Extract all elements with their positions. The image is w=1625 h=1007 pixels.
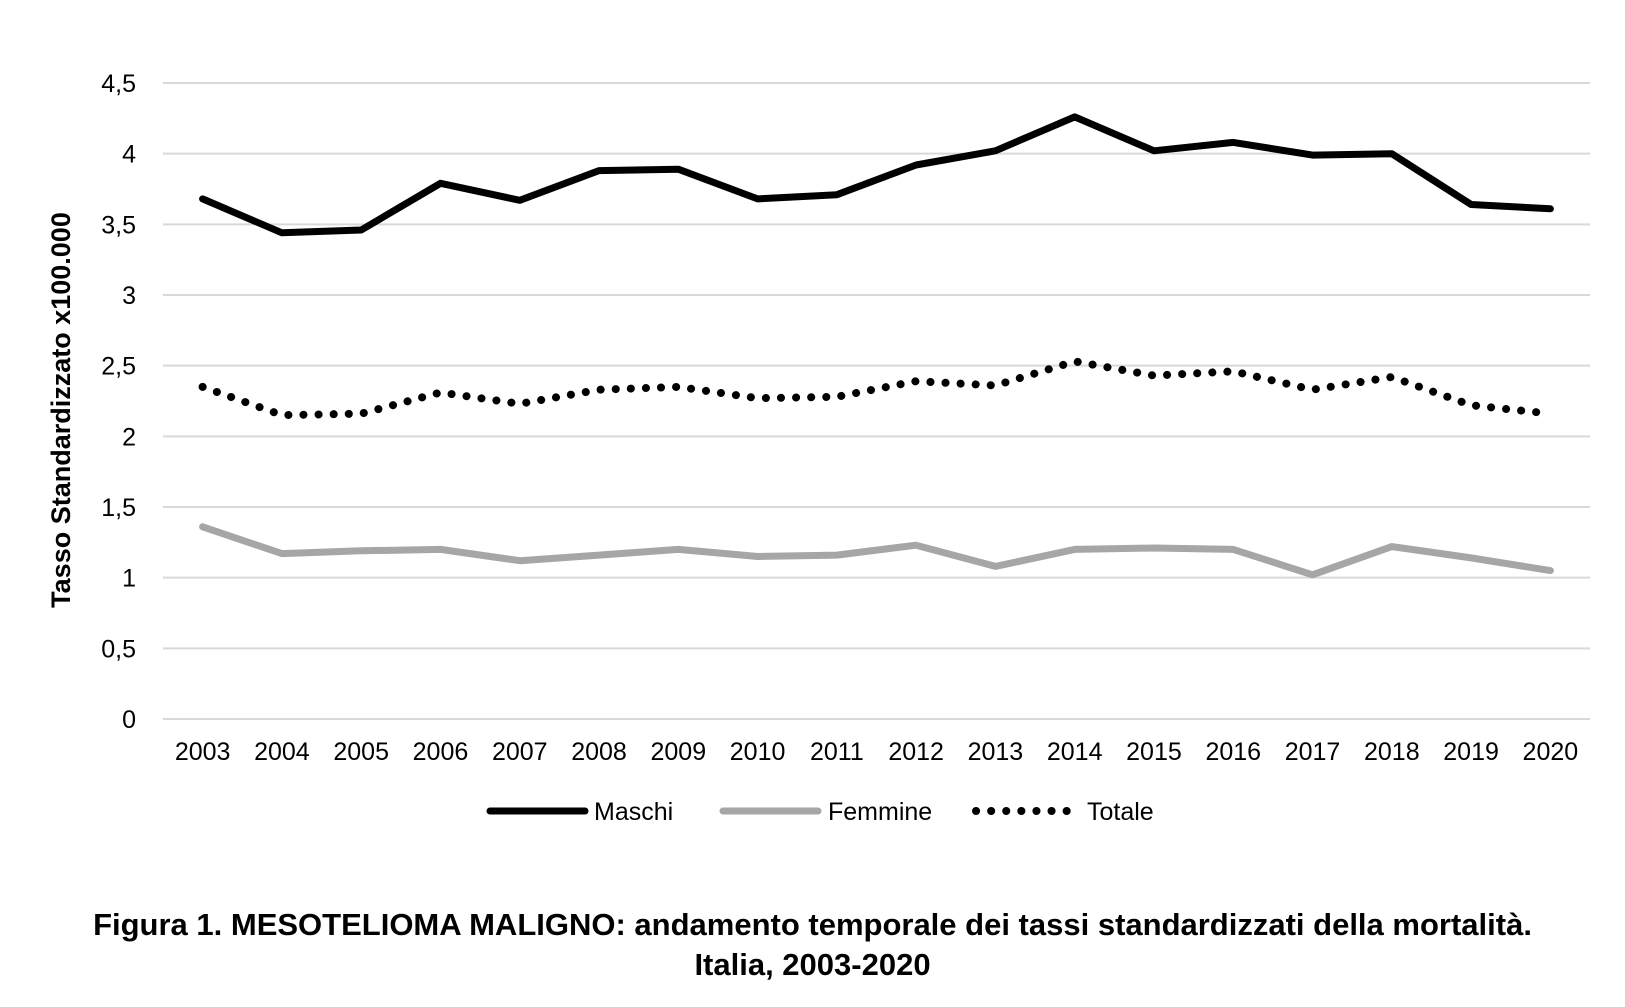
y-tick-label: 3 [122, 282, 136, 310]
x-tick-label: 2020 [1523, 738, 1579, 766]
y-axis-label: Tasso Standardizzato x100.000 [46, 212, 76, 608]
x-tick-label: 2017 [1285, 738, 1341, 766]
data-point-totale [1471, 405, 1472, 406]
x-tick-label: 2014 [1047, 738, 1103, 766]
y-tick-label: 0 [122, 706, 136, 734]
gridlines [163, 82, 1590, 720]
data-point-totale [1233, 371, 1234, 372]
y-tick-label: 3,5 [101, 211, 136, 239]
legend-label-maschi: Maschi [594, 798, 673, 826]
y-tick-label: 4 [122, 141, 136, 169]
y-tick-label: 0,5 [101, 635, 136, 663]
x-tick-label: 2008 [571, 738, 627, 766]
legend-label-totale: Totale [1087, 798, 1154, 826]
y-axis-ticks: 0 0,5 1 1,5 2 2,5 3 3,5 4 4,5 [101, 70, 136, 734]
x-tick-label: 2015 [1126, 738, 1182, 766]
x-tick-label: 2016 [1205, 738, 1261, 766]
x-tick-label: 2006 [413, 738, 469, 766]
data-point-totale [1550, 413, 1551, 414]
x-tick-label: 2019 [1443, 738, 1499, 766]
line-chart: 00,511,522,533,544,5 2003 2004 2005 2006 200… [46, 70, 1590, 826]
x-tick-label: 2003 [175, 738, 231, 766]
y-tick-label: 2 [122, 423, 136, 451]
data-point-totale [836, 396, 837, 397]
data-point-totale [519, 403, 520, 404]
y-tick-label: 2,5 [101, 353, 136, 381]
x-tick-label: 2018 [1364, 738, 1420, 766]
x-axis-ticks: 2003 2004 2005 2006 2007 2008 2009 2010 2011 2012… [175, 738, 1578, 766]
x-tick-label: 2004 [254, 738, 310, 766]
caption-line-1: Figura 1. MESOTELIOMA MALIGNO: andamento… [93, 907, 1532, 942]
caption-line-2: Italia, 2003-2020 [694, 947, 931, 982]
x-tick-label: 2009 [650, 738, 706, 766]
series-lines [198, 113, 1555, 579]
legend-label-femmine: Femmine [828, 798, 932, 826]
x-tick-label: 2013 [968, 738, 1024, 766]
series-line-totale [198, 357, 1555, 420]
x-tick-label: 2005 [333, 738, 389, 766]
x-tick-label: 2007 [492, 738, 548, 766]
figure-caption: Figura 1. MESOTELIOMA MALIGNO: andamento… [0, 905, 1625, 985]
data-point-totale [281, 415, 282, 416]
series-line-femmine [199, 523, 1554, 579]
x-tick-label: 2011 [810, 738, 864, 766]
y-tick-label: 1,5 [101, 494, 136, 522]
x-tick-label: 2010 [730, 738, 786, 766]
series-line-maschi [199, 113, 1554, 237]
data-point-totale [995, 385, 996, 386]
y-tick-label: 1 [122, 565, 136, 593]
data-point-totale [757, 398, 758, 399]
y-tick-label: 4,5 [101, 70, 136, 98]
legend: Maschi Femmine Totale [486, 798, 1154, 826]
x-tick-label: 2012 [888, 738, 944, 766]
